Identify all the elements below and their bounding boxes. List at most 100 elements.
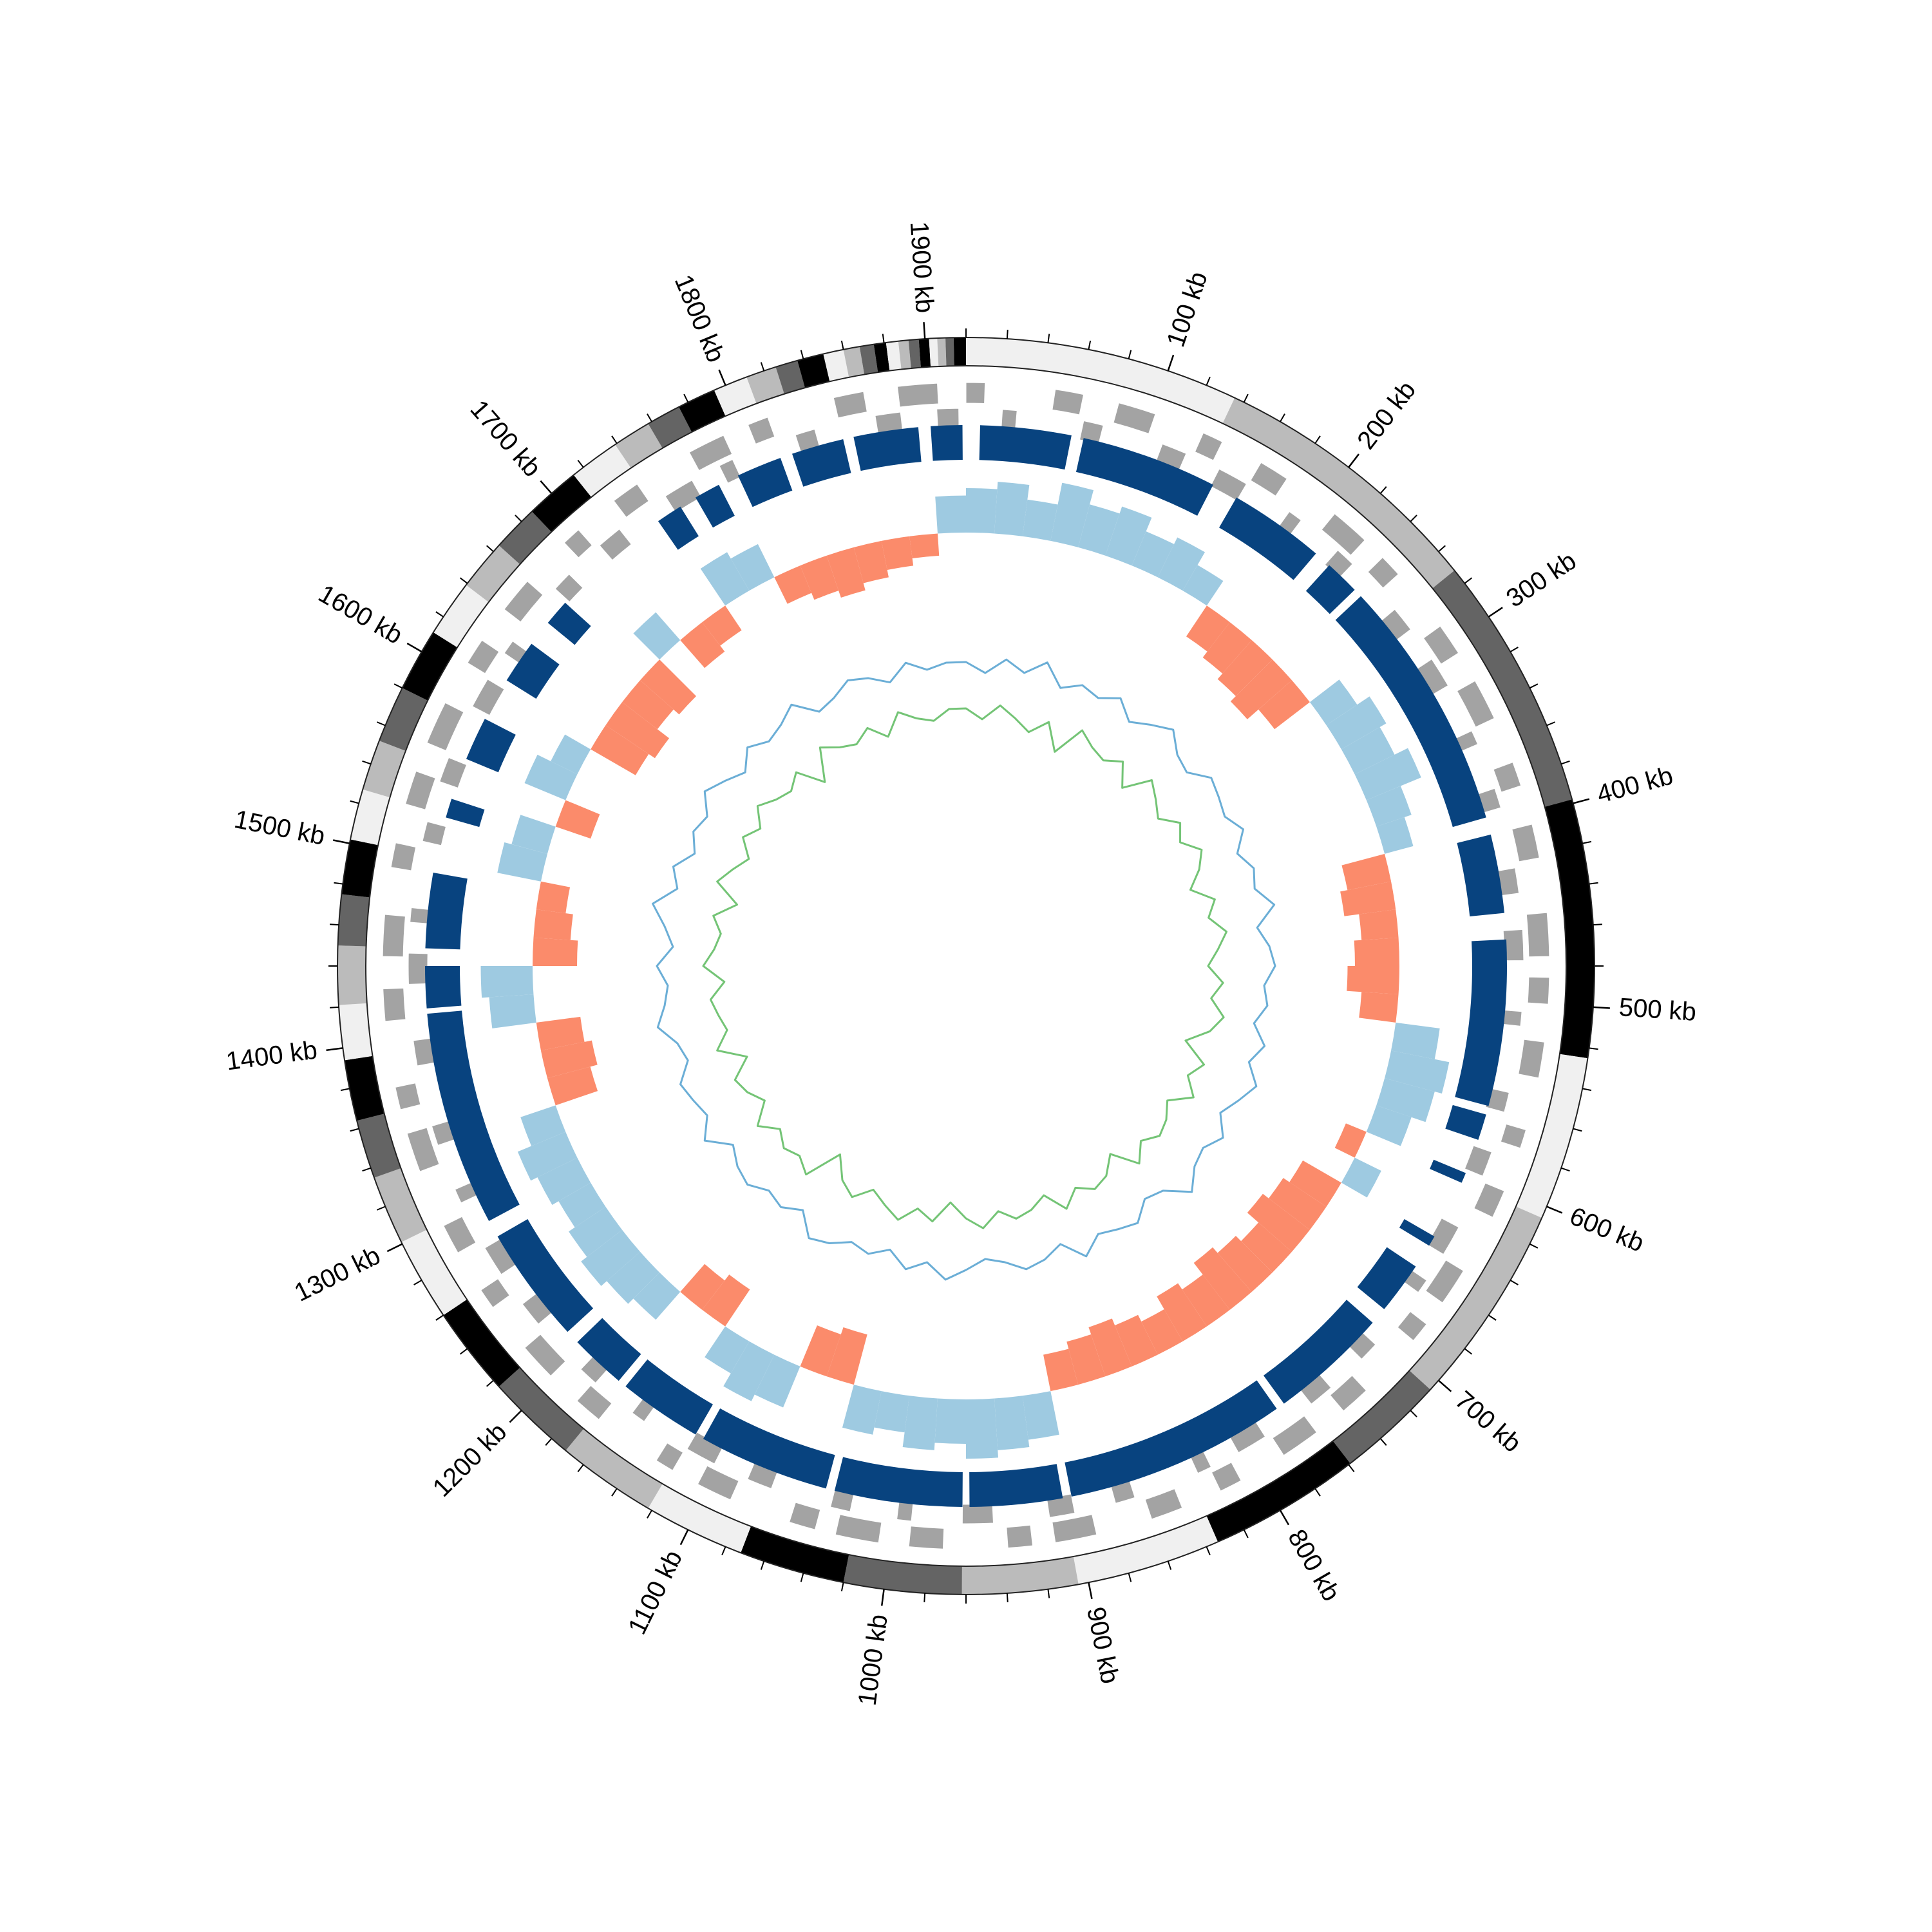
major-tick <box>718 369 726 386</box>
gc-skew-bar <box>1241 1222 1292 1273</box>
alignment-block <box>1075 438 1213 516</box>
gc-skew-bar <box>1309 679 1358 726</box>
gene <box>833 391 867 419</box>
gc-skew-bar <box>754 1354 800 1408</box>
gene <box>504 580 544 623</box>
major-tick <box>1167 354 1175 372</box>
major-tick <box>1437 1379 1452 1392</box>
gc-skew-bar <box>569 1206 623 1257</box>
minor-tick <box>1510 647 1519 652</box>
gc-skew-bar <box>536 1016 585 1051</box>
minor-tick <box>1589 1047 1598 1050</box>
gene <box>564 529 593 558</box>
gc-skew-bar <box>1269 1178 1327 1230</box>
gc-skew-bar <box>1385 1050 1450 1094</box>
minor-tick <box>362 760 372 765</box>
gc-skew-bar <box>1334 1123 1367 1158</box>
contig-segment <box>908 339 921 368</box>
alignment-block <box>1335 596 1486 828</box>
gene <box>1425 1259 1464 1303</box>
contig-segment <box>953 337 966 366</box>
minor-tick <box>760 1560 765 1570</box>
contig-segment <box>823 349 849 382</box>
gene <box>1397 1311 1427 1341</box>
alignment-block <box>1357 1247 1416 1309</box>
gene <box>656 1443 684 1471</box>
gene <box>789 1502 821 1530</box>
gc-skew-bar <box>1043 1349 1079 1392</box>
alignment-block <box>466 719 516 773</box>
contig-segment <box>945 337 954 366</box>
contig-segment <box>341 839 379 898</box>
gene <box>835 1514 882 1544</box>
minor-tick <box>1280 413 1285 422</box>
minor-tick <box>1379 486 1387 494</box>
alignment-block <box>427 1010 520 1221</box>
contig-segment <box>1515 1054 1588 1218</box>
gc-skew-bar <box>935 495 966 534</box>
gene <box>1526 912 1550 958</box>
minor-tick <box>1243 1529 1249 1539</box>
gc-skew-bar <box>902 1396 938 1450</box>
gc-skew-bar <box>1247 1193 1310 1252</box>
gc-skew-bar <box>1078 504 1120 556</box>
gene <box>426 702 464 752</box>
gene <box>524 1334 566 1377</box>
gc-skew-bar <box>826 1327 867 1385</box>
major-tick <box>326 1047 343 1052</box>
gc-skew-bar <box>700 552 750 606</box>
gene <box>1144 1488 1183 1520</box>
alignment-block <box>1445 1104 1486 1141</box>
gc-skew-bar <box>1326 696 1387 750</box>
gene <box>480 1278 510 1308</box>
gc-skew-bar <box>723 1341 775 1401</box>
gc-skew-bar <box>1022 499 1058 541</box>
gene <box>1113 402 1156 434</box>
gc-skew-bar <box>774 565 812 604</box>
minor-tick <box>577 1464 584 1473</box>
alignment-block <box>979 425 1072 470</box>
gene <box>1367 556 1399 589</box>
minor-tick <box>1047 1589 1050 1598</box>
gc-skew-bar <box>909 533 940 558</box>
contig-segment <box>1544 799 1595 1059</box>
contig-segment <box>746 366 784 404</box>
contig-segment <box>379 688 428 752</box>
contig-segment <box>859 344 878 375</box>
gc-skew-bar <box>994 482 1030 536</box>
gc-skew-bar <box>1066 1334 1106 1385</box>
minor-tick <box>393 683 403 689</box>
minor-tick <box>1314 1488 1321 1497</box>
gc-skew-bar <box>533 909 573 940</box>
gc-skew-bar <box>1182 1274 1230 1327</box>
major-tick <box>1573 798 1590 804</box>
gc-skew-bar <box>1341 727 1395 775</box>
contig-segment <box>797 354 830 388</box>
gc-skew-bar <box>524 754 578 800</box>
gc-skew-bar <box>581 1229 641 1286</box>
minor-tick <box>376 721 386 726</box>
contig-segment <box>1332 1370 1431 1464</box>
alignment-block <box>577 1318 641 1381</box>
minor-tick <box>1510 1280 1519 1285</box>
gene <box>747 417 775 444</box>
minor-tick <box>577 459 584 468</box>
gene <box>1052 389 1084 415</box>
gc-skew-bar <box>605 702 670 759</box>
gc-skew-bar <box>1088 1318 1132 1377</box>
gc-skew-bar <box>517 1132 578 1181</box>
gc-skew-bar <box>1202 622 1252 674</box>
gc-skew-bar <box>730 544 775 591</box>
gc-skew-bar <box>1022 1391 1059 1440</box>
alignment-block <box>703 1408 835 1489</box>
minor-tick <box>330 1006 339 1009</box>
gc-skew-bar <box>1376 817 1414 854</box>
gene <box>908 1526 945 1549</box>
gc-content-line <box>652 658 1276 1281</box>
gene <box>1329 1375 1367 1412</box>
contig-segment <box>363 741 406 798</box>
contig-segment <box>498 1367 584 1451</box>
gc-skew-bar <box>1391 1022 1440 1059</box>
minor-tick <box>459 577 468 584</box>
minor-tick <box>1348 1464 1355 1473</box>
